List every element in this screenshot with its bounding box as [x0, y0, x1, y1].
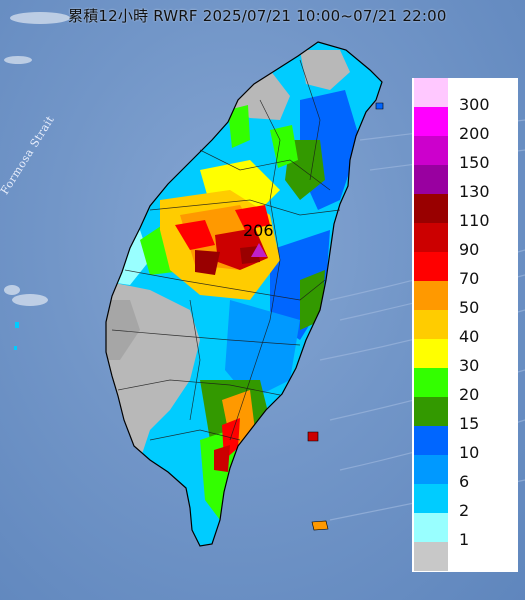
legend-label: 110 [459, 211, 490, 230]
legend-label: 40 [459, 327, 480, 346]
legend-swatch [414, 484, 448, 513]
legend-row: 110 [412, 194, 518, 229]
legend-label: 130 [459, 182, 490, 201]
turtle-island [375, 102, 384, 110]
color-legend: 300 200 150 130 110 90 70 50 40 30 20 15 10 6 2 1 [412, 78, 518, 572]
legend-swatch [414, 455, 448, 484]
legend-row: 10 [412, 426, 518, 461]
legend-row: 130 [412, 165, 518, 200]
legend-row: 15 [412, 397, 518, 432]
legend-row: 2 [412, 484, 518, 519]
legend-label: 1 [459, 530, 470, 549]
legend-label: 30 [459, 356, 480, 375]
legend-row: 200 [412, 107, 518, 142]
legend-row: 70 [412, 252, 518, 287]
legend-row: 150 [412, 136, 518, 171]
legend-row: 6 [412, 455, 518, 490]
legend-label: 2 [459, 501, 470, 520]
legend-label: 300 [459, 95, 490, 114]
orchid-island [311, 520, 329, 531]
map-title: 累積12小時 RWRF 2025/07/21 10:00~07/21 22:00 [68, 7, 447, 25]
legend-label: 6 [459, 472, 470, 491]
green-island [307, 431, 319, 442]
legend-swatch [414, 165, 448, 194]
legend-row: 20 [412, 368, 518, 403]
legend-swatch [414, 513, 448, 542]
legend-row: 90 [412, 223, 518, 258]
legend-swatch [414, 136, 448, 165]
legend-row: 1 [412, 513, 518, 548]
legend-label: 150 [459, 153, 490, 172]
legend-swatch [414, 310, 448, 339]
legend-swatch [414, 281, 448, 310]
legend-swatch [414, 339, 448, 368]
peak-triangle-icon [251, 243, 267, 257]
legend-swatch [414, 426, 448, 455]
legend-label: 20 [459, 385, 480, 404]
legend-label: 70 [459, 269, 480, 288]
legend-row: 40 [412, 310, 518, 345]
taiwan-coastline [105, 41, 383, 547]
legend-swatch [414, 368, 448, 397]
legend-row [412, 542, 518, 571]
legend-label: 200 [459, 124, 490, 143]
legend-label: 15 [459, 414, 480, 433]
legend-swatch [414, 107, 448, 136]
legend-label: 10 [459, 443, 480, 462]
penghu-islands [14, 322, 19, 350]
legend-label: 90 [459, 240, 480, 259]
legend-swatch [414, 78, 448, 107]
legend-label: 50 [459, 298, 480, 317]
legend-row: 30 [412, 339, 518, 374]
legend-swatch [414, 252, 448, 281]
legend-swatch [414, 397, 448, 426]
legend-swatch [414, 223, 448, 252]
peak-value-label: 206 [243, 221, 274, 240]
legend-row: 300 [412, 78, 518, 113]
legend-row: 50 [412, 281, 518, 316]
county-boundaries [111, 59, 341, 441]
legend-swatch [414, 194, 448, 223]
legend-swatch [414, 542, 448, 571]
